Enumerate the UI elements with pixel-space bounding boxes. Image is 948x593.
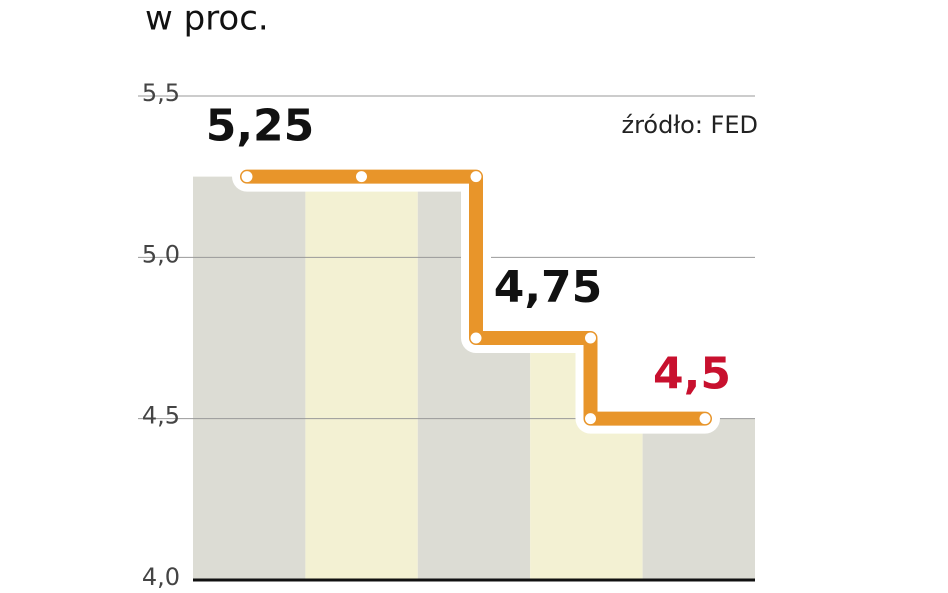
y-tick-label: 5,5 <box>142 79 180 107</box>
value-label: 4,5 <box>653 349 731 400</box>
background-column <box>305 176 418 580</box>
value-label: 5,25 <box>206 101 315 152</box>
point <box>585 413 596 425</box>
y-tick-label: 4,5 <box>142 402 180 430</box>
value-label: 4,75 <box>494 262 603 313</box>
point <box>356 171 367 183</box>
y-tick-label: 4,0 <box>142 563 180 591</box>
point <box>699 413 711 425</box>
chart-title: w proc. <box>145 0 269 39</box>
point <box>470 171 482 183</box>
point <box>241 171 253 183</box>
point <box>470 332 482 344</box>
background-column <box>193 176 306 580</box>
background-column <box>642 176 755 580</box>
source-note: źródło: FED <box>621 111 758 139</box>
y-tick-label: 5,0 <box>142 240 180 268</box>
point <box>585 332 596 344</box>
